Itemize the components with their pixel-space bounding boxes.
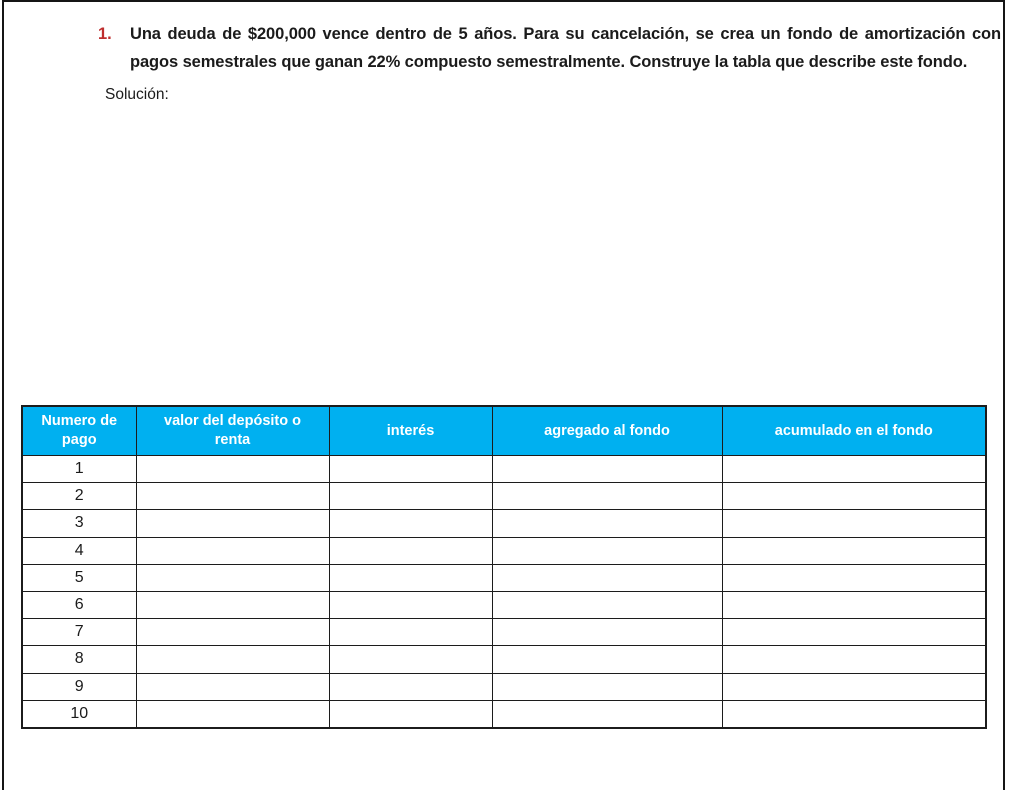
added-to-fund-cell bbox=[491, 645, 723, 674]
table-row: 8 bbox=[21, 645, 987, 674]
accumulated-cell bbox=[721, 590, 987, 620]
deposit-cell bbox=[135, 536, 330, 565]
row-number-cell: 3 bbox=[21, 509, 137, 538]
row-number-cell: 1 bbox=[21, 454, 137, 484]
added-to-fund-cell bbox=[491, 699, 723, 729]
deposit-cell bbox=[135, 672, 330, 701]
column-header-valor-deposito-renta: valor del depósito o renta bbox=[135, 405, 330, 456]
column-header-interes: interés bbox=[328, 405, 493, 456]
solution-label: Solución: bbox=[105, 86, 169, 103]
problem-number: 1. bbox=[98, 25, 112, 43]
accumulated-cell bbox=[721, 509, 987, 538]
table-row: 10 bbox=[21, 699, 987, 729]
added-to-fund-cell bbox=[491, 454, 723, 484]
deposit-cell bbox=[135, 699, 330, 729]
table-body: 1 2 3 4 5 bbox=[21, 454, 987, 729]
accumulated-cell bbox=[721, 536, 987, 565]
added-to-fund-cell bbox=[491, 536, 723, 565]
deposit-cell bbox=[135, 509, 330, 538]
added-to-fund-cell bbox=[491, 563, 723, 592]
interest-cell bbox=[328, 699, 493, 729]
table-row: 4 bbox=[21, 536, 987, 565]
row-number-cell: 10 bbox=[21, 699, 137, 729]
interest-cell bbox=[328, 454, 493, 484]
interest-cell bbox=[328, 536, 493, 565]
accumulated-cell bbox=[721, 563, 987, 592]
row-number-cell: 9 bbox=[21, 672, 137, 701]
problem-statement: 1. Una deuda de $200,000 vence dentro de… bbox=[98, 21, 1003, 76]
row-number-cell: 7 bbox=[21, 618, 137, 647]
row-number-cell: 8 bbox=[21, 645, 137, 674]
accumulated-cell bbox=[721, 699, 987, 729]
sinking-fund-table: Numero de pago valor del depósito o rent… bbox=[21, 405, 987, 729]
accumulated-cell bbox=[721, 618, 987, 647]
added-to-fund-cell bbox=[491, 482, 723, 511]
added-to-fund-cell bbox=[491, 618, 723, 647]
table-header: Numero de pago valor del depósito o rent… bbox=[21, 405, 987, 456]
table-row: 1 bbox=[21, 454, 987, 484]
interest-cell bbox=[328, 645, 493, 674]
table-row: 9 bbox=[21, 672, 987, 701]
row-number-cell: 5 bbox=[21, 563, 137, 592]
row-number-cell: 6 bbox=[21, 590, 137, 620]
problem-text: Una deuda de $200,000 vence dentro de 5 … bbox=[130, 25, 1001, 71]
added-to-fund-cell bbox=[491, 509, 723, 538]
added-to-fund-cell bbox=[491, 590, 723, 620]
column-header-agregado-al-fondo: agregado al fondo bbox=[491, 405, 723, 456]
deposit-cell bbox=[135, 645, 330, 674]
table-row: 5 bbox=[21, 563, 987, 592]
deposit-cell bbox=[135, 563, 330, 592]
interest-cell bbox=[328, 618, 493, 647]
interest-cell bbox=[328, 563, 493, 592]
interest-cell bbox=[328, 509, 493, 538]
deposit-cell bbox=[135, 590, 330, 620]
deposit-cell bbox=[135, 454, 330, 484]
deposit-cell bbox=[135, 482, 330, 511]
accumulated-cell bbox=[721, 482, 987, 511]
row-number-cell: 2 bbox=[21, 482, 137, 511]
table-row: 6 bbox=[21, 590, 987, 620]
accumulated-cell bbox=[721, 454, 987, 484]
deposit-cell bbox=[135, 618, 330, 647]
column-header-acumulado-en-el-fondo: acumulado en el fondo bbox=[721, 405, 987, 456]
column-header-numero-de-pago: Numero de pago bbox=[21, 405, 137, 456]
accumulated-cell bbox=[721, 645, 987, 674]
table-row: 2 bbox=[21, 482, 987, 511]
accumulated-cell bbox=[721, 672, 987, 701]
table-row: 3 bbox=[21, 509, 987, 538]
interest-cell bbox=[328, 482, 493, 511]
table-header-row: Numero de pago valor del depósito o rent… bbox=[21, 405, 987, 456]
interest-cell bbox=[328, 672, 493, 701]
row-number-cell: 4 bbox=[21, 536, 137, 565]
added-to-fund-cell bbox=[491, 672, 723, 701]
table-row: 7 bbox=[21, 618, 987, 647]
interest-cell bbox=[328, 590, 493, 620]
